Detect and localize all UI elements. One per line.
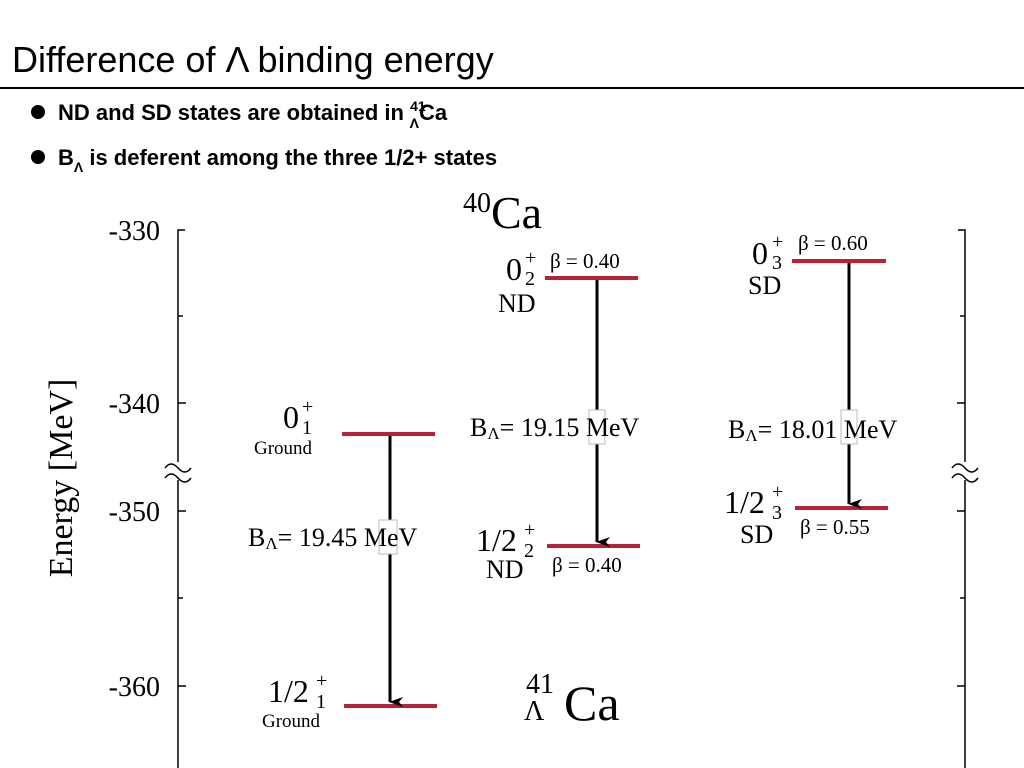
bullet-text: B [58, 145, 74, 170]
bullet-text: Ca [419, 100, 448, 125]
bullet-dot [31, 150, 45, 164]
symbol: B [248, 523, 265, 552]
level-label: 0 [752, 235, 768, 271]
element: Ca [564, 675, 620, 731]
superscript: 41 [410, 98, 426, 114]
symbol: B [470, 413, 487, 442]
level-sub: 1 [316, 691, 326, 713]
level-sub: 2 [525, 268, 535, 290]
y-tick-label: -360 [109, 672, 160, 703]
level-label: 0 [506, 251, 522, 287]
level-note: ND [486, 555, 524, 584]
binding-energy: BΛ= 19.15 MeV [470, 413, 639, 443]
level-label: 1/2 [476, 522, 517, 558]
axis-break [951, 463, 979, 483]
subscript: Λ [265, 534, 278, 553]
tick-marks [178, 315, 965, 687]
beta-label: β = 0.40 [550, 249, 620, 273]
level-note: Ground [262, 711, 321, 732]
subscript: Λ [487, 424, 500, 443]
level-label: 1/2 [724, 484, 765, 520]
bullet-text: is deferent among the three 1/2+ states [83, 145, 497, 170]
level-sub: 3 [772, 252, 782, 274]
mass-number: 41 [526, 669, 554, 700]
beta-label: β = 0.60 [798, 231, 868, 255]
binding-energy: BΛ= 18.01 MeV [728, 415, 897, 445]
level-sup: + [772, 481, 783, 503]
parent-nucleus: 40Ca [463, 187, 542, 238]
level-note: Ground [254, 438, 313, 459]
bullet: BΛ is deferent among the three 1/2+ stat… [58, 145, 497, 175]
level-sup: + [525, 247, 536, 269]
beta-label: β = 0.55 [800, 515, 870, 539]
left-axis [177, 229, 185, 768]
label-backdrop [840, 409, 858, 445]
value-text: = 18.01 MeV [758, 415, 898, 444]
level-sup: + [316, 670, 327, 692]
label-backdrop [378, 519, 398, 555]
bullet-text: ND and SD states are obtained in [58, 100, 410, 125]
value-text: = 19.45 MeV [278, 523, 418, 552]
binding-energy: BΛ= 19.45 MeV [248, 523, 417, 553]
level-sub: 1 [302, 417, 312, 439]
right-axis [958, 229, 966, 768]
level-sub: 2 [524, 540, 534, 562]
value-text: = 19.15 MeV [500, 413, 640, 442]
subscript: Λ [74, 159, 84, 175]
level-note: SD [748, 271, 781, 300]
label-backdrop [588, 409, 606, 445]
y-axis-label: Energy [MeV] [43, 379, 80, 578]
level-sup: + [524, 519, 535, 541]
bullet-dot [31, 105, 45, 119]
title: Difference of Λ binding energy [12, 39, 494, 80]
symbol: B [728, 415, 745, 444]
bullet: ND and SD states are obtained in 41 ΛCa [58, 98, 448, 131]
beta-label: β = 0.40 [552, 553, 622, 577]
level-label: 0 [283, 399, 299, 435]
hyperon: Λ [524, 696, 545, 727]
y-tick-label: -330 [109, 216, 160, 247]
y-tick-label: -340 [109, 389, 160, 420]
level-label: 1/2 [268, 673, 309, 709]
subscript: Λ [410, 115, 420, 131]
axis-break [164, 463, 192, 483]
element: Ca [491, 187, 542, 238]
levels [342, 259, 888, 708]
y-tick-label: -350 [109, 497, 160, 528]
axes [164, 229, 979, 768]
level-note: ND [498, 289, 536, 318]
level-note: SD [740, 520, 773, 549]
mass-number: 40 [463, 188, 491, 219]
level-sup: + [302, 396, 313, 418]
level-sup: + [772, 231, 783, 253]
level-sub: 3 [772, 502, 782, 524]
subscript: Λ [745, 426, 758, 445]
